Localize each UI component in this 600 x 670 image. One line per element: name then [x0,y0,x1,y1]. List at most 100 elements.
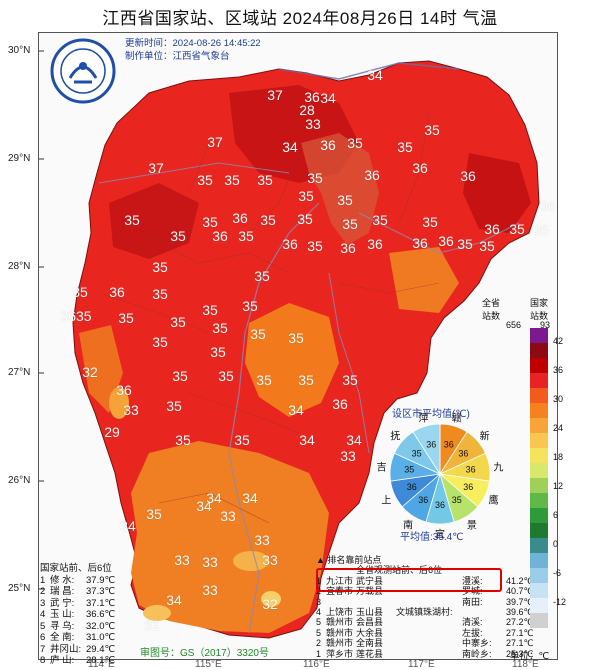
station-value: 36 [364,167,380,183]
national-ranking-row: 1 修 水: 37.9℃ [40,575,122,587]
pie-city-label: 赣 [451,413,462,425]
colorbar-header-right: 国家 站数 [530,298,549,321]
cool-region-south [131,441,329,633]
rank-cell: 莲花县 [356,648,384,659]
station-value: 36 [460,168,476,184]
rank-cell: 1 [316,575,322,586]
station-value: 35 [170,314,186,330]
colorbar-segment [530,538,548,554]
national-ranking-cell: 武 宁: [50,597,75,609]
rank-cell: 南岭乡: [462,648,492,659]
lat-ticks [39,50,44,590]
national-ranking-row: 3 武 宁: 37.1℃ [40,598,122,610]
hot-region-east [463,153,531,233]
colorbar-segment [530,553,548,569]
station-value: 33 [254,532,270,548]
station-value: 35 [152,286,168,302]
station-value: 35 [347,135,363,151]
station-value: 33 [305,116,321,132]
lon-label-118: 118°E [512,659,539,670]
rank-row: 5 赣州市 会昌县 清溪: 27.2℃ [316,617,556,627]
river-fu [328,272,370,454]
river-yangtze [278,62,460,80]
rank-cell: 清溪: [462,617,483,628]
rank-title: ▲ 排名靠前站点 [316,555,382,565]
rank-cell: 大余县 [356,627,384,638]
pie-city-label: 景 [466,520,477,532]
rank-cell [396,649,462,659]
rank-cell [462,607,506,617]
lat-label-26: 26°N [8,475,31,486]
national-ranking-row: 7 井冈山: 29.4℃ [40,644,122,656]
rank-cell [326,597,356,607]
national-ranking-cell: 8 [40,655,46,666]
station-value: 35 [298,188,314,204]
national-ranking-row: 5 寻 乌: 32.0℃ [40,621,122,633]
station-value: 33 [262,552,278,568]
station-value: 33 [202,582,218,598]
river-xiu [98,162,290,184]
national-ranking-cell: 37.3℃ [86,586,116,597]
rank-cell: 40.7℃ [506,586,534,597]
rank-header: 全省观测站前、后6位 [356,565,443,576]
pie-city-label: 鹰 [488,495,499,506]
station-value: 35 [197,172,213,188]
rank-cell: 萍乡市 [326,648,354,659]
rank-cell: 27.1℃ [506,638,534,649]
colorbar-segment [530,478,548,494]
colorbar-segment [530,493,548,509]
rank-row: 5 赣州市 大余县 左拔: 27.1℃ [316,628,556,638]
rank-title-text: 排名靠前站点 [327,555,382,565]
pie-city-label: 萍 [418,413,429,425]
rank-cell: 赣州市 [326,627,354,638]
jiangxi-meteorology-logo-icon [50,38,116,104]
station-value: 33 [340,448,356,464]
rank-cell [396,597,462,607]
station-value: 32 [262,596,278,612]
colorbar-tick-label: -6 [553,568,562,578]
rank-cell: 全南县 [356,638,384,649]
rank-cell: 5 [316,627,322,638]
lat-label-30: 30°N [8,45,31,56]
national-ranking-cell: 庐 山: [50,655,75,666]
colorbar-segment [530,448,548,464]
station-value: 36 [232,210,248,226]
lat-label-25: 25°N [8,583,31,594]
pie-slice-value: 35 [404,465,414,475]
station-value: 36 [438,233,454,249]
temperature-colorbar [530,328,548,628]
station-value: 35 [175,432,191,448]
national-ranking-cell: 瑞 昌: [50,586,75,597]
colorbar-tick-label: 24 [553,423,564,433]
review-number: 审图号：GS（2017）3320号 [140,648,269,659]
pie-city-label: 九 [493,462,504,474]
colorbar-segment [530,463,548,479]
station-value: 35 [342,216,358,232]
national-ranking-cell: 29.4℃ [86,643,116,655]
colorbar-segment [530,343,548,359]
station-value: 35 [533,222,549,238]
station-value: 34 [299,432,315,448]
rank-cell: 玉山县 [356,607,384,618]
station-value: 35 [256,372,272,388]
station-value: 36 [412,160,428,176]
rank-cell [396,628,462,638]
station-value: 35 [242,298,258,314]
station-value: 28 [299,102,315,118]
rank-row: 3 南田: 39.7℃ [316,597,556,607]
station-value: 35 [288,330,304,346]
station-value: 35 [250,326,266,342]
pie-slice-value: 36 [466,465,476,475]
station-value: 35 [372,212,388,228]
station-value: 33 [174,552,190,568]
colorbar-header-left: 全省 站数 [482,298,501,321]
update-time: 更新时间：2024-08-26 14:45:22 [125,38,261,49]
pie-slice-value: 35 [452,495,462,505]
colorbar-count-right: 93 [540,320,551,330]
station-value: 35 [118,310,134,326]
national-ranking-row: 4 玉 山: 36.6℃ [40,609,122,621]
station-value: 35 [509,221,525,237]
pie-city-label: 吉 [376,462,387,474]
station-value: 34 [282,139,298,155]
